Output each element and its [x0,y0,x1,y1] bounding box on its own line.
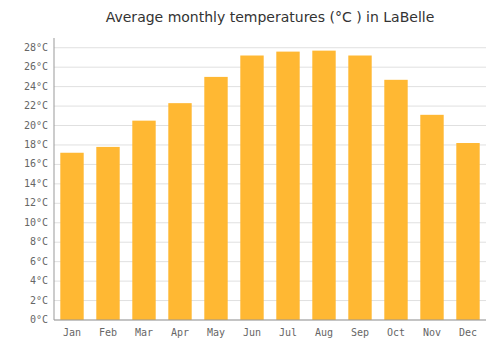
bar [420,115,443,320]
bar [456,143,479,320]
x-tick-label: Apr [171,327,189,338]
grid-line [54,106,486,107]
y-tick-label: 14°C [24,178,48,189]
grid [54,48,486,320]
bar [276,52,299,320]
x-tick-label: Feb [99,327,117,338]
bar [348,56,371,320]
bar [384,80,407,320]
x-tick-label: Nov [423,327,441,338]
x-tick-label: Aug [315,327,333,338]
y-axis-line [54,38,55,320]
bar [204,77,227,320]
y-tick-label: 28°C [24,42,48,53]
x-tick-label: Jul [279,327,297,338]
x-axis: Jan Feb Mar Apr May Jun Jul Aug Sep Oct Nov Dec [63,327,477,338]
grid-line [54,67,486,68]
x-tick-label: Dec [459,327,477,338]
bars [60,51,479,320]
bar [132,121,155,320]
title: Average monthly temperatures (°C ) in La… [106,9,435,25]
y-tick-label: 0°C [30,314,48,325]
y-tick-label: 16°C [24,158,48,169]
x-axis-line [54,320,486,321]
y-tick-label: 20°C [24,120,48,131]
x-tick-label: Oct [387,327,405,338]
bar [240,56,263,320]
y-tick-label: 10°C [24,217,48,228]
x-tick-label: Jan [63,327,81,338]
grid-line [54,47,486,48]
bar [60,153,83,320]
chart-container: Average monthly temperatures (°C ) in La… [0,0,500,350]
bar [96,147,119,320]
y-tick-label: 2°C [30,295,48,306]
y-tick-label: 4°C [30,275,48,286]
y-tick-label: 18°C [24,139,48,150]
x-tick-label: Sep [351,327,369,338]
y-tick-label: 24°C [24,81,48,92]
chart: Average monthly temperatures (°C ) in La… [0,0,500,350]
bar [168,103,191,320]
bar [312,51,335,320]
y-tick-label: 26°C [24,61,48,72]
y-tick-label: 22°C [24,100,48,111]
grid-line [54,86,486,87]
y-axis: 0°C 2°C 4°C 6°C 8°C 10°C 12°C 14°C 16°C 18°C 20°C 2… [24,38,54,325]
grid-line [54,320,486,321]
x-tick-label: May [207,327,225,338]
x-tick-label: Jun [243,327,261,338]
y-tick-label: 12°C [24,197,48,208]
y-tick-label: 8°C [30,236,48,247]
y-tick-label: 6°C [30,256,48,267]
x-tick-label: Mar [135,327,153,338]
